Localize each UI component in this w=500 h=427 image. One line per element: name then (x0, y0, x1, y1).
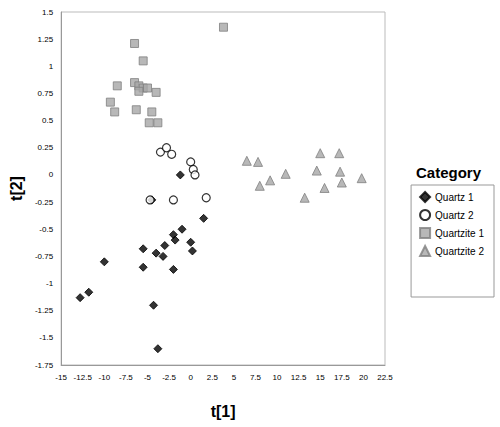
svg-text:0.5: 0.5 (42, 116, 54, 125)
svg-text:Quartzite 2: Quartzite 2 (435, 246, 484, 257)
svg-text:t[1]: t[1] (211, 403, 236, 420)
svg-text:12.5: 12.5 (291, 373, 307, 382)
svg-text:-0.75: -0.75 (35, 252, 54, 261)
svg-text:-10: -10 (99, 373, 111, 382)
svg-text:0: 0 (188, 373, 193, 382)
svg-text:-0.5: -0.5 (39, 225, 53, 234)
svg-text:-15: -15 (55, 373, 67, 382)
svg-text:0.25: 0.25 (38, 143, 54, 152)
svg-text:22.5: 22.5 (377, 373, 393, 382)
svg-text:5: 5 (232, 373, 237, 382)
svg-text:-1.75: -1.75 (35, 361, 54, 370)
svg-text:-1: -1 (46, 279, 54, 288)
svg-text:-1.25: -1.25 (35, 306, 54, 315)
svg-text:0.75: 0.75 (38, 89, 54, 98)
svg-text:17.5: 17.5 (334, 373, 350, 382)
svg-text:1: 1 (49, 62, 54, 71)
svg-text:15: 15 (316, 373, 325, 382)
svg-text:-1.5: -1.5 (39, 333, 53, 342)
svg-text:Quartz 2: Quartz 2 (435, 210, 474, 221)
svg-text:1.5: 1.5 (42, 8, 54, 17)
svg-text:1.25: 1.25 (38, 35, 54, 44)
svg-text:t[2]: t[2] (8, 176, 25, 201)
svg-text:-12.5: -12.5 (74, 373, 93, 382)
svg-text:Quartzite 1: Quartzite 1 (435, 228, 484, 239)
svg-text:7.5: 7.5 (250, 373, 262, 382)
svg-text:2.5: 2.5 (207, 373, 219, 382)
svg-text:10: 10 (273, 373, 282, 382)
svg-text:-0.25: -0.25 (35, 198, 54, 207)
svg-text:-2.5: -2.5 (162, 373, 176, 382)
svg-text:20: 20 (359, 373, 368, 382)
svg-text:0: 0 (49, 170, 54, 179)
svg-text:-5: -5 (144, 373, 152, 382)
svg-text:Quartz 1: Quartz 1 (435, 192, 474, 203)
svg-text:-7.5: -7.5 (119, 373, 133, 382)
svg-text:Category: Category (416, 164, 482, 181)
